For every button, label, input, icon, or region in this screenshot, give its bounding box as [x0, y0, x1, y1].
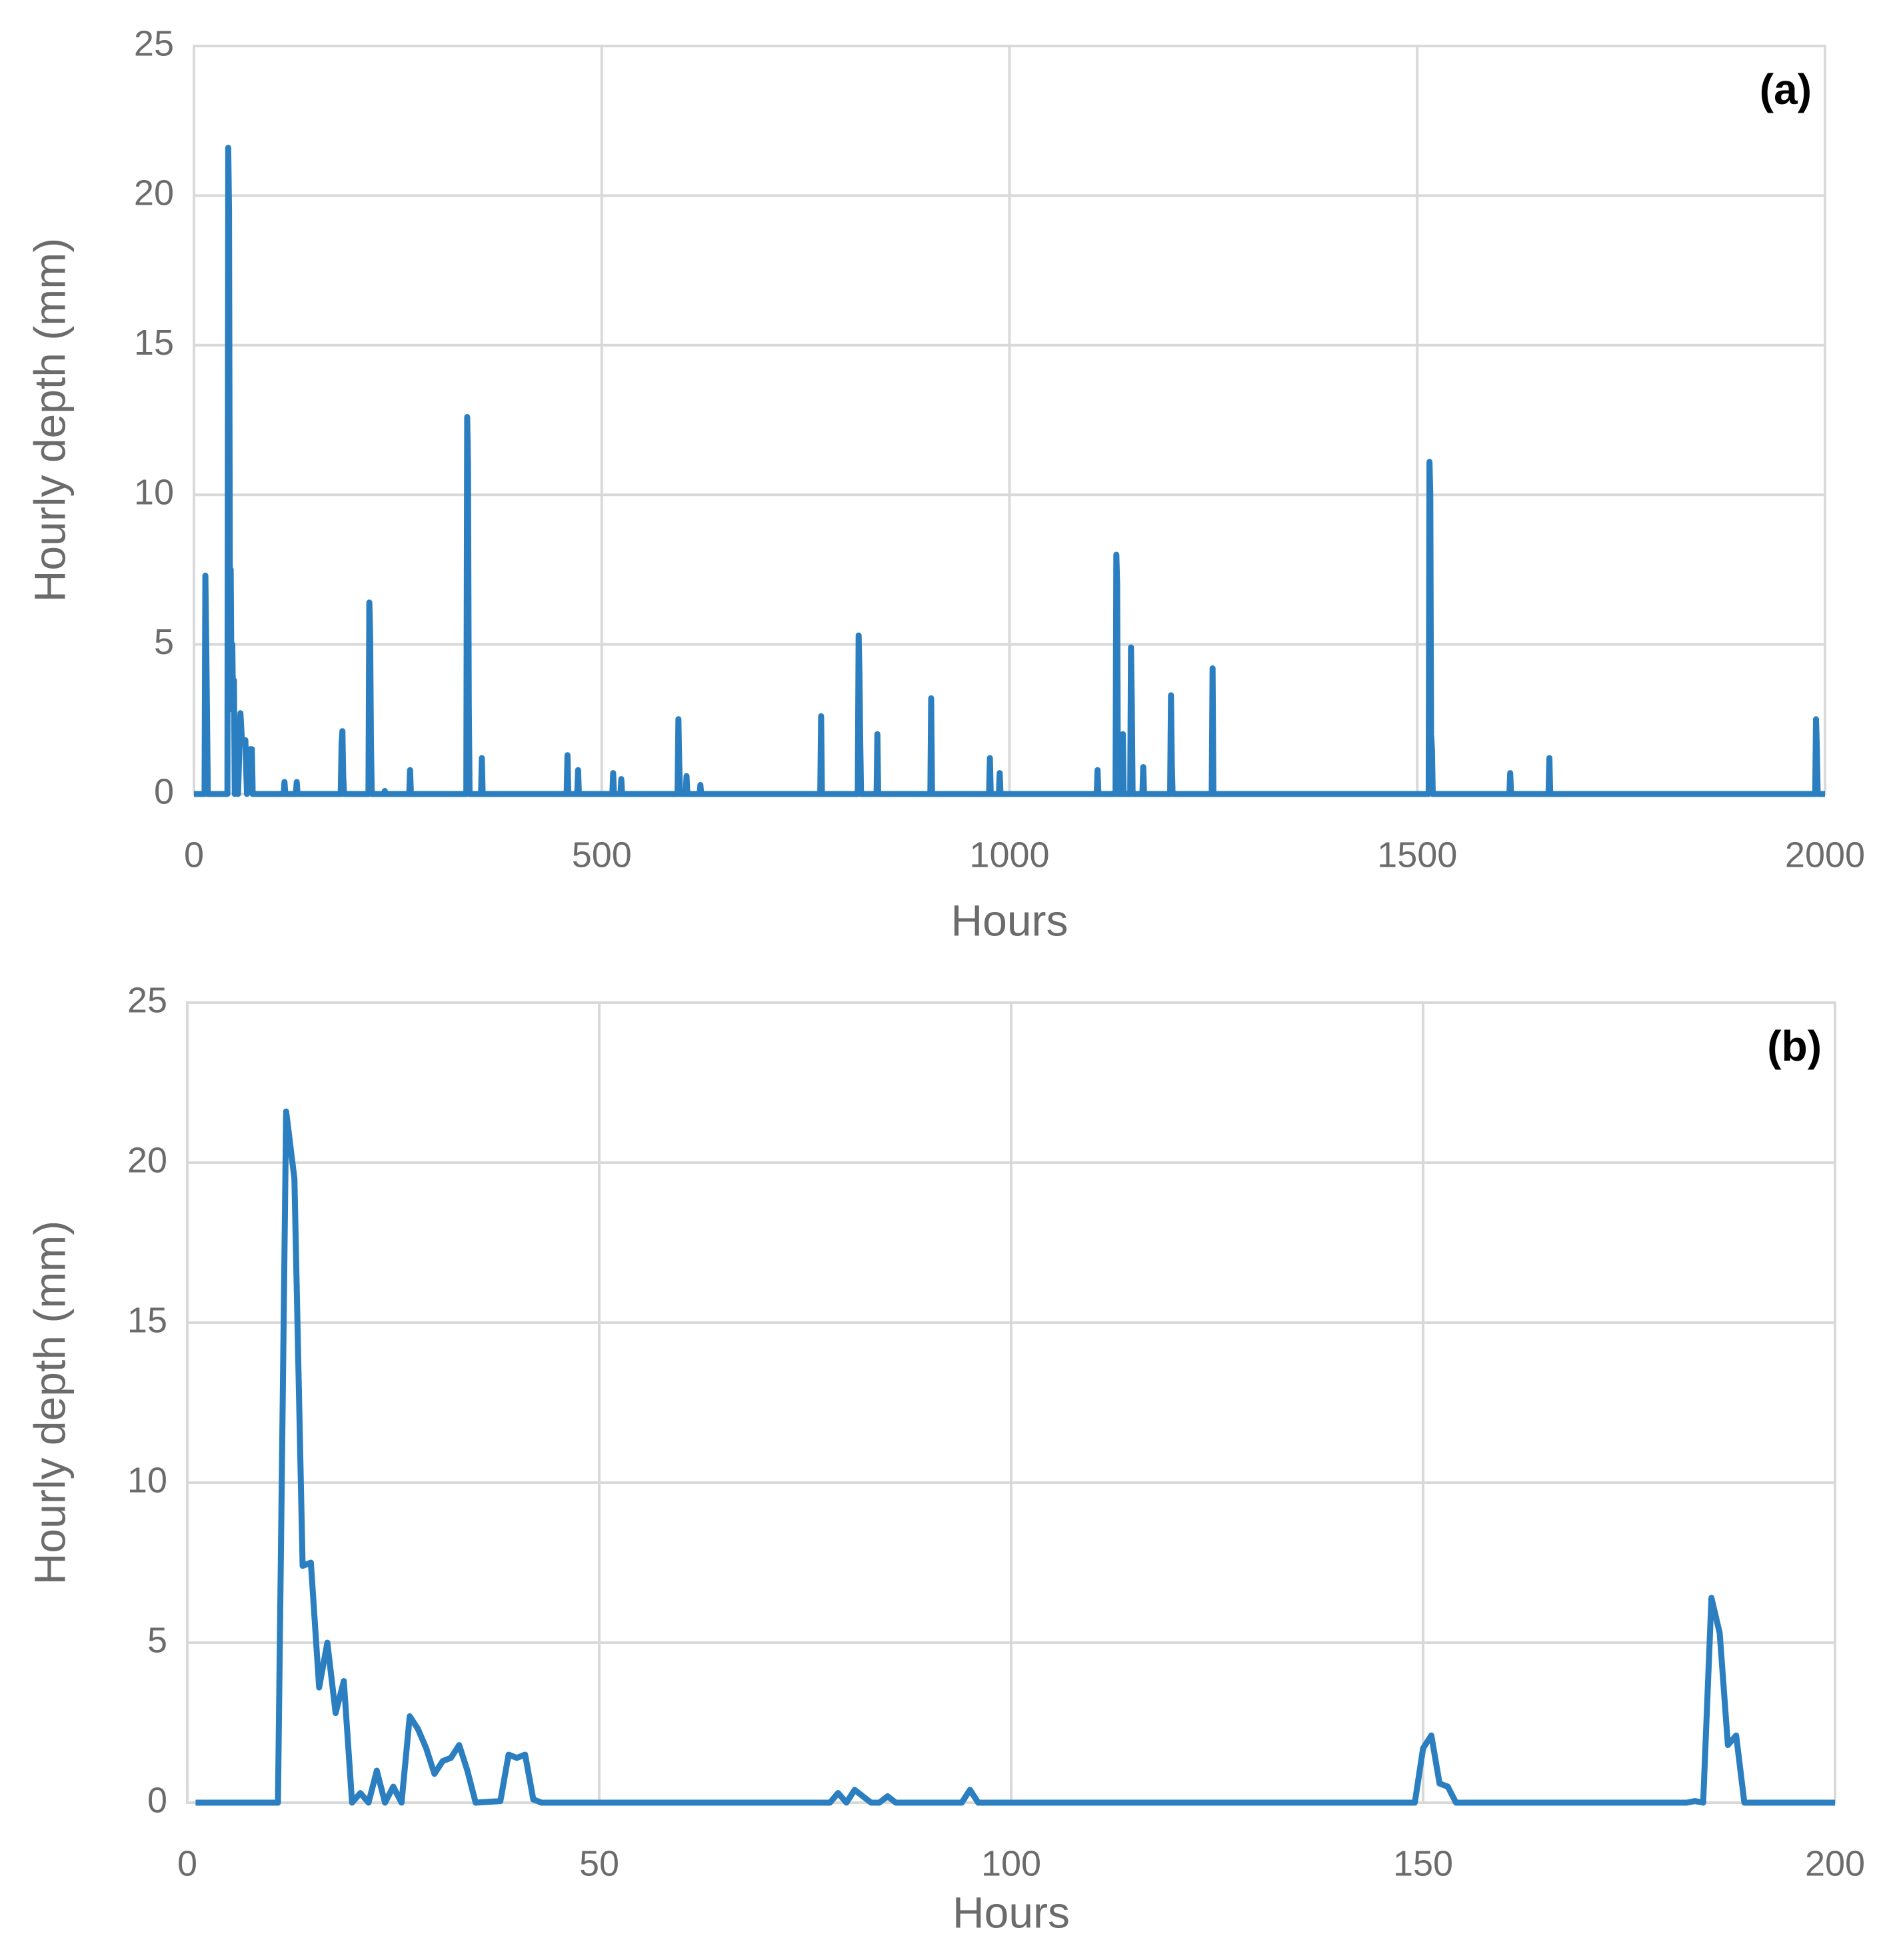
y-tick-label: 0 — [154, 771, 174, 811]
x-tick-label: 2000 — [1785, 835, 1865, 875]
y-tick-label: 25 — [127, 980, 167, 1020]
x-axis-title: Hours — [952, 1887, 1070, 1937]
panel-label: (a) — [1760, 65, 1812, 113]
y-tick-label: 10 — [134, 472, 174, 512]
x-tick-label: 500 — [572, 835, 632, 875]
x-tick-label: 50 — [579, 1843, 619, 1883]
y-tick-label: 20 — [127, 1140, 167, 1180]
data-line — [194, 145, 1825, 797]
y-tick-label: 25 — [134, 23, 174, 63]
x-tick-label: 0 — [184, 835, 204, 875]
x-tick-label: 100 — [981, 1843, 1041, 1883]
x-tick-label: 200 — [1805, 1843, 1865, 1883]
y-tick-label: 5 — [147, 1620, 167, 1660]
y-tick-label: 15 — [127, 1300, 167, 1340]
y-tick-label: 15 — [134, 323, 174, 363]
y-axis-title: Hourly depth (mm) — [25, 238, 74, 602]
y-tick-label: 0 — [147, 1780, 167, 1820]
data-line — [195, 1108, 1835, 1806]
panel-label: (b) — [1767, 1022, 1822, 1070]
x-tick-label: 1500 — [1377, 835, 1457, 875]
y-tick-label: 20 — [134, 173, 174, 213]
y-tick-label: 10 — [127, 1460, 167, 1500]
y-tick-label: 5 — [154, 622, 174, 662]
x-axis-title: Hours — [950, 895, 1068, 945]
x-tick-label: 1000 — [969, 835, 1049, 875]
x-tick-label: 150 — [1393, 1843, 1453, 1883]
x-tick-label: 0 — [177, 1843, 197, 1883]
y-axis-title: Hourly depth (mm) — [25, 1221, 74, 1585]
